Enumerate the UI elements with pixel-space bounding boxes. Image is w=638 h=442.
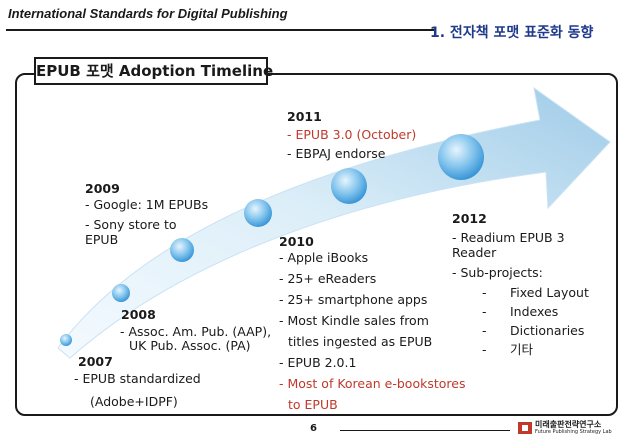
year-2011: 2011 xyxy=(287,109,322,124)
section-title: 1. 전자책 포맷 표준화 동향 xyxy=(430,25,594,41)
subproject-dictionaries: Dictionaries xyxy=(510,323,585,338)
item-2010-5: titles ingested as EPUB xyxy=(288,334,433,349)
item-2008-2: UK Pub. Assoc. (PA) xyxy=(129,338,251,353)
year-2008: 2008 xyxy=(121,307,156,322)
subproject-fixed-layout: Fixed Layout xyxy=(510,285,589,300)
publisher-logo: 미래출판전략연구소 Future Publishing Strategy Lab xyxy=(518,421,612,435)
item-2009-3: EPUB xyxy=(85,232,119,247)
item-2011-1: - EPUB 3.0 (October) xyxy=(287,127,417,142)
item-2010-7: - Most of Korean e-bookstores xyxy=(279,376,466,391)
milestone-dot-2007 xyxy=(60,334,72,346)
item-2012-3: - Sub-projects: xyxy=(452,265,543,280)
item-2010-1: - Apple iBooks xyxy=(279,250,369,265)
subproject-indexes: Indexes xyxy=(510,304,559,319)
slide-title-box: EPUB 포맷 Adoption Timeline xyxy=(34,57,274,85)
logo-name: 미래출판전략연구소 xyxy=(535,420,602,429)
item-2010-3: - 25+ smartphone apps xyxy=(279,292,428,307)
item-2008-1: - Assoc. Am. Pub. (AAP), xyxy=(120,324,272,339)
subproject-etc: 기타 xyxy=(510,342,534,357)
slide-title: EPUB 포맷 Adoption Timeline xyxy=(36,62,274,80)
milestone-dot-2012 xyxy=(438,134,484,180)
item-2012-2: Reader xyxy=(452,245,497,260)
item-2010-4: - Most Kindle sales from xyxy=(279,313,429,328)
header-rule xyxy=(6,29,434,31)
item-2009-1: - Google: 1M EPUBs xyxy=(85,197,209,212)
milestone-dot-2011 xyxy=(331,168,367,204)
bullet-2012-sub-4: - xyxy=(482,342,487,357)
milestone-dot-2008 xyxy=(112,284,130,302)
year-2007: 2007 xyxy=(78,354,113,369)
item-2010-6: - EPUB 2.0.1 xyxy=(279,355,357,370)
item-2009-2: - Sony store to xyxy=(85,217,177,232)
item-2010-2: - 25+ eReaders xyxy=(279,271,377,286)
milestone-dot-2010 xyxy=(244,199,272,227)
year-2009: 2009 xyxy=(85,181,120,196)
header-title: International Standards for Digital Publ… xyxy=(8,6,288,21)
item-2007-1: - EPUB standardized xyxy=(74,371,201,386)
bullet-2012-sub-2: - xyxy=(482,304,487,319)
page-number: 6 xyxy=(310,423,317,434)
year-2012: 2012 xyxy=(452,211,487,226)
item-2012-1: - Readium EPUB 3 xyxy=(452,230,565,245)
bullet-2012-sub-1: - xyxy=(482,285,487,300)
logo-mark-icon xyxy=(518,422,532,434)
year-2010: 2010 xyxy=(279,234,314,249)
item-2011-2: - EBPAJ endorse xyxy=(287,146,386,161)
item-2010-8: to EPUB xyxy=(288,397,338,412)
footer-rule xyxy=(340,430,510,431)
logo-subtitle: Future Publishing Strategy Lab xyxy=(535,429,612,435)
item-2007-2: (Adobe+IDPF) xyxy=(90,394,178,409)
bullet-2012-sub-3: - xyxy=(482,323,487,338)
milestone-dot-2009 xyxy=(170,238,194,262)
